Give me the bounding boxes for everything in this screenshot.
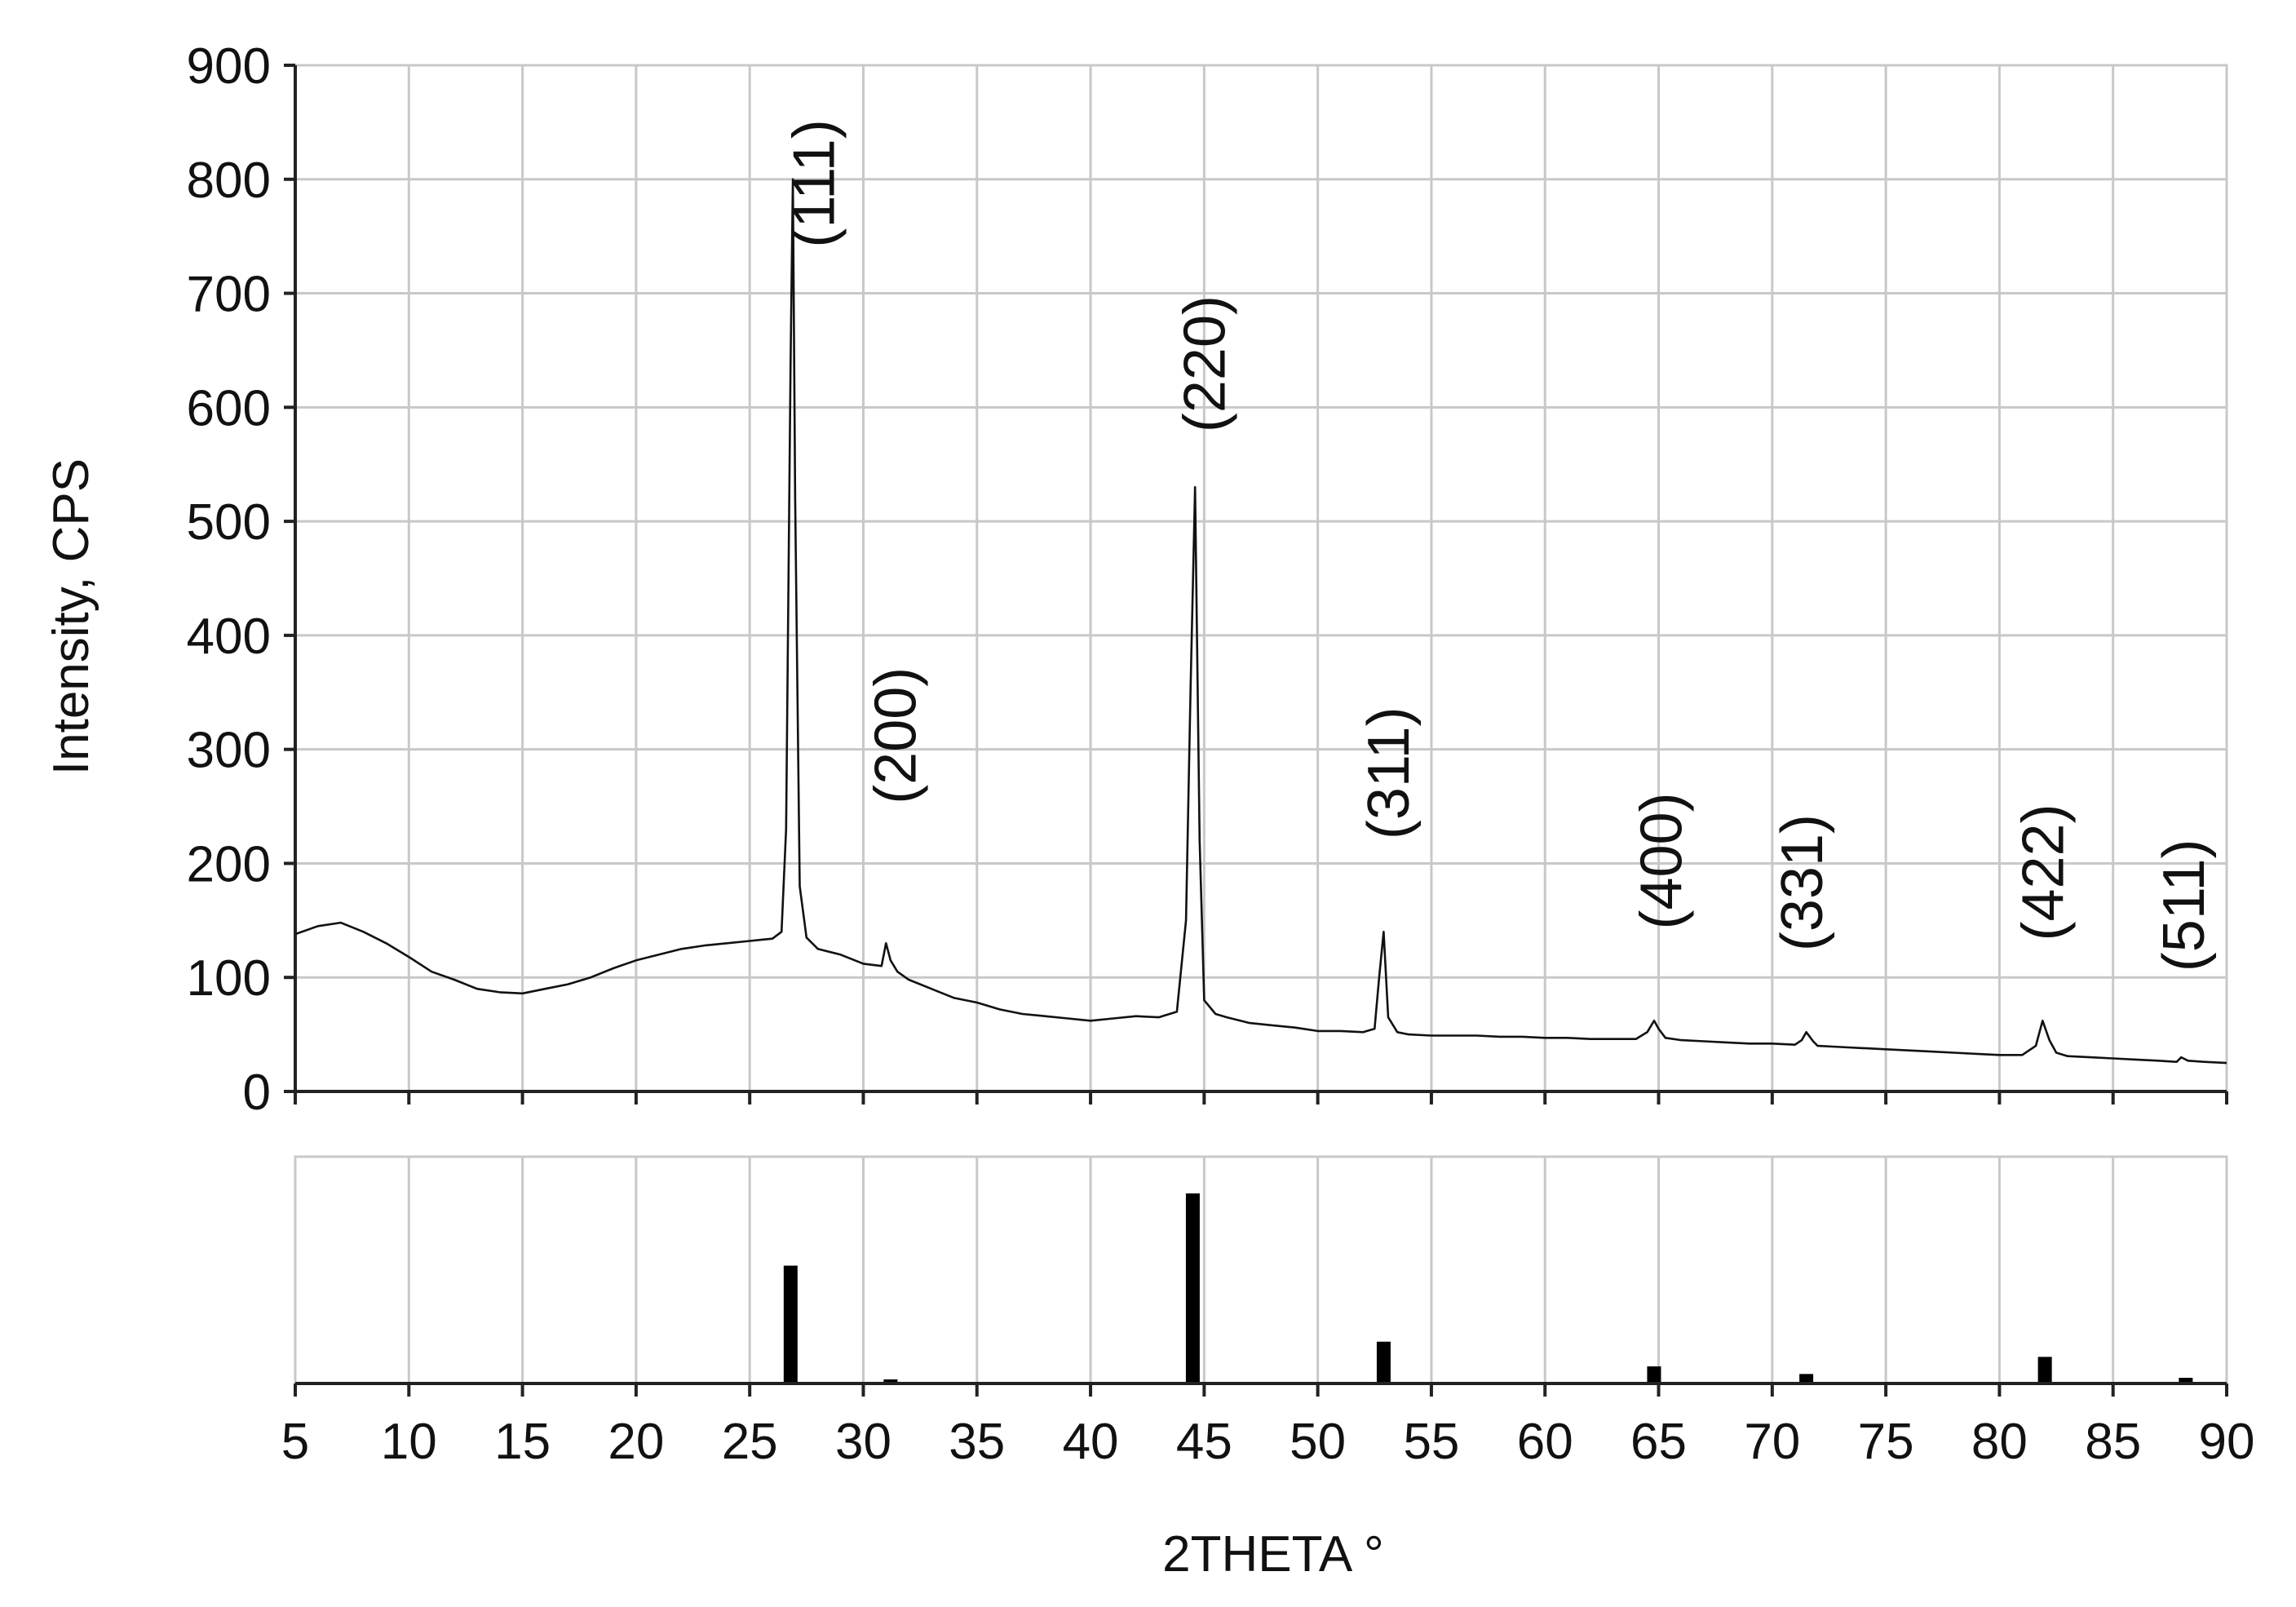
y-tick-labels: 0 100 200 300 400 500 600 700 800 900	[187, 38, 271, 1121]
peak-label: (422)	[2011, 804, 2076, 941]
peak-annotations: (111) (200) (220) (311) (400) (331) (422) (511)	[781, 119, 2217, 972]
x-tick-label: 90	[2199, 1414, 2255, 1470]
peak-label: (220)	[1172, 295, 1237, 432]
x-tick-label: 50	[1290, 1414, 1346, 1470]
y-tick-label: 800	[187, 153, 271, 209]
x-tick-label: 15	[494, 1414, 551, 1470]
x-tick-label: 55	[1403, 1414, 1459, 1470]
ref-plot-frame	[294, 1155, 2228, 1385]
x-tick-label: 10	[381, 1414, 437, 1470]
y-tick-label: 300	[187, 723, 271, 779]
peak-label: (331)	[1770, 814, 1835, 951]
x-tick-label: 80	[1971, 1414, 2028, 1470]
y-tick-label: 500	[187, 494, 271, 551]
reference-bar	[1185, 1193, 1200, 1383]
x-tick-label: 45	[1176, 1414, 1232, 1470]
peak-label: (200)	[864, 667, 929, 804]
y-axis-title: Intensity, CPS	[43, 458, 100, 775]
x-tick-labels: 5 10 15 20 25 30 35 40 45 50 55 60 65 70 75 80 85 90	[281, 1414, 2255, 1470]
y-tick-label: 700	[187, 267, 271, 323]
reference-panel-axes	[294, 1382, 2228, 1397]
x-tick-label: 25	[722, 1414, 778, 1470]
reference-bar	[1376, 1341, 1391, 1383]
reference-bar	[783, 1265, 798, 1383]
y-tick-label: 200	[187, 836, 271, 892]
main-plot-axes	[284, 64, 2228, 1105]
y-tick-label: 900	[187, 38, 271, 95]
main-plot-grid	[294, 64, 2228, 1093]
y-tick-label: 0	[243, 1065, 271, 1121]
x-tick-label: 35	[949, 1414, 1005, 1470]
y-tick-label: 400	[187, 609, 271, 665]
reference-bar	[1647, 1366, 1661, 1383]
peak-label: (311)	[1356, 706, 1422, 839]
x-tick-label: 30	[835, 1414, 891, 1470]
xrd-pattern-line	[294, 178, 2227, 1065]
main-plot-frame	[294, 64, 2228, 1093]
x-tick-label: 75	[1858, 1414, 1914, 1470]
x-tick-label: 5	[281, 1414, 309, 1470]
peak-label: (400)	[1629, 792, 1694, 929]
reference-bar	[883, 1379, 898, 1383]
reference-panel-grid	[294, 1155, 2228, 1385]
x-tick-label: 40	[1063, 1414, 1119, 1470]
reference-bars	[783, 1193, 2193, 1383]
y-tick-label: 100	[187, 950, 271, 1007]
x-axis-title: 2THETA °	[1162, 1526, 1384, 1583]
x-tick-label: 70	[1744, 1414, 1800, 1470]
x-tick-label: 20	[608, 1414, 664, 1470]
reference-bar	[2037, 1357, 2052, 1383]
peak-label: (511)	[2152, 839, 2217, 972]
series-layer	[294, 178, 2227, 1065]
reference-bar	[2179, 1378, 2193, 1383]
reference-bar	[1799, 1374, 1814, 1383]
x-tick-label: 85	[2085, 1414, 2141, 1470]
y-tick-label: 600	[187, 380, 271, 436]
x-tick-label: 65	[1630, 1414, 1687, 1470]
peak-label: (111)	[781, 119, 847, 247]
x-tick-label: 60	[1517, 1414, 1573, 1470]
